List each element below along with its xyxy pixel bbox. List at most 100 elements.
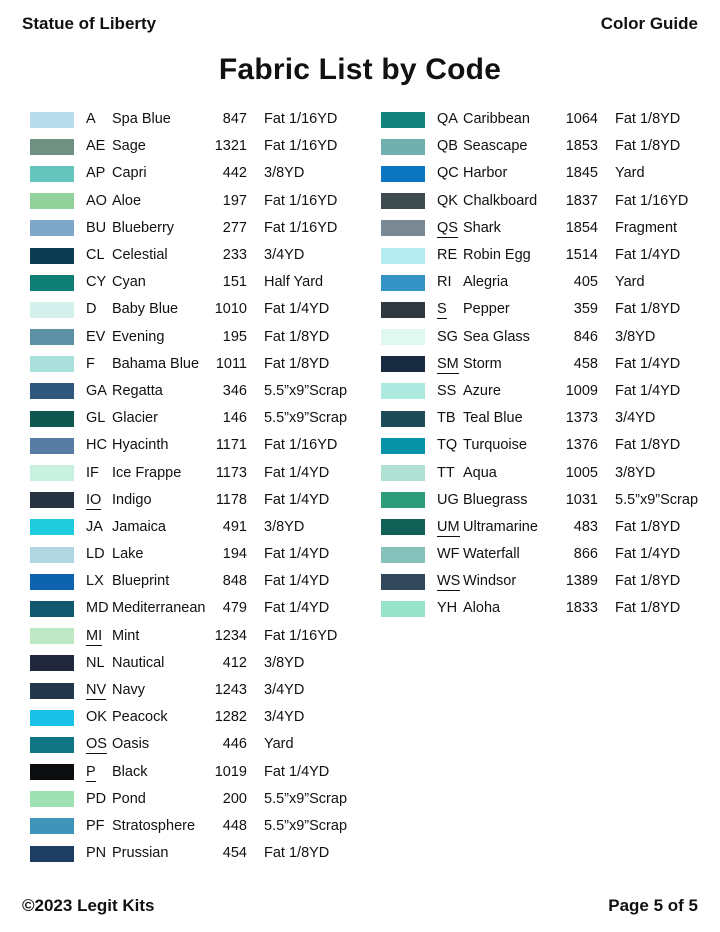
fabric-row: S Pepper 359 Fat 1/8YD [381,296,711,323]
fabric-row: SG Sea Glass 846 3/8YD [381,324,711,351]
color-swatch [30,247,74,264]
fabric-code: HC [86,437,107,454]
color-swatch [30,519,74,536]
fabric-quantity: 3/8YD [615,464,656,481]
fabric-code: WS [437,573,461,592]
fabric-row: LD Lake 194 Fat 1/4YD [30,541,360,568]
fabric-code: P [86,763,96,782]
fabric-code: AO [86,192,107,209]
fabric-row: YH Aloha 1833 Fat 1/8YD [381,595,711,622]
fabric-quantity: Fat 1/8YD [615,573,681,590]
fabric-number: 1845 [565,165,598,182]
fabric-quantity: 3/8YD [615,328,656,345]
fabric-name: Caribbean [463,111,530,128]
fabric-name: Harbor [463,165,508,182]
fabric-name: Seascape [463,138,528,155]
fabric-code: PN [86,845,107,862]
color-swatch [30,437,74,454]
fabric-name: Ultramarine [463,518,538,535]
fabric-quantity: 3/8YD [264,654,305,671]
fabric-quantity: Fat 1/8YD [615,600,681,617]
color-swatch [30,818,74,835]
color-swatch [30,138,74,155]
fabric-row: SS Azure 1009 Fat 1/4YD [381,378,711,405]
color-swatch [30,492,74,509]
fabric-name: Turquoise [463,437,527,454]
fabric-quantity: Fat 1/4YD [264,600,330,617]
fabric-row: OK Peacock 1282 3/4YD [30,704,360,731]
fabric-column-right: QA Caribbean 1064 Fat 1/8YD QB Seascape … [381,106,711,623]
fabric-code: LD [86,546,105,563]
fabric-quantity: Fat 1/4YD [615,247,681,264]
fabric-code: EV [86,328,106,345]
color-swatch [30,220,74,237]
fabric-number: 1031 [565,491,598,508]
fabric-quantity: 5.5”x9”Scrap [264,410,348,427]
fabric-row: A Spa Blue 847 Fat 1/16YD [30,106,360,133]
color-swatch [30,764,74,781]
fabric-number: 479 [222,600,247,617]
fabric-code: S [437,301,447,320]
fabric-number: 359 [573,301,598,318]
fabric-number: 197 [222,192,247,209]
color-swatch [30,628,74,645]
color-swatch [30,736,74,753]
color-swatch [381,356,425,373]
color-swatch [30,546,74,563]
fabric-row: LX Blueprint 848 Fat 1/4YD [30,568,360,595]
fabric-code: GA [86,382,107,399]
fabric-row: PN Prussian 454 Fat 1/8YD [30,840,360,867]
fabric-name: Capri [112,165,147,182]
fabric-quantity: 5.5”x9”Scrap [264,382,348,399]
fabric-row: RI Alegria 405 Yard [381,269,711,296]
fabric-name: Windsor [463,573,517,590]
fabric-number: 277 [222,219,247,236]
fabric-name: Blueprint [112,573,170,590]
fabric-name: Waterfall [463,546,520,563]
fabric-row: QA Caribbean 1064 Fat 1/8YD [381,106,711,133]
fabric-code: NV [86,682,107,701]
fabric-row: SM Storm 458 Fat 1/4YD [381,351,711,378]
fabric-name: Nautical [112,654,165,671]
fabric-quantity: Fat 1/4YD [264,464,330,481]
fabric-row: GL Glacier 146 5.5”x9”Scrap [30,405,360,432]
fabric-row: WS Windsor 1389 Fat 1/8YD [381,568,711,595]
fabric-code: WF [437,546,460,563]
fabric-row: WF Waterfall 866 Fat 1/4YD [381,541,711,568]
fabric-code: YH [437,600,458,617]
fabric-quantity: 5.5”x9”Scrap [615,491,699,508]
fabric-name: Aloha [463,600,501,617]
fabric-quantity: Fat 1/16YD [264,437,338,454]
fabric-code: CL [86,247,105,264]
fabric-name: Glacier [112,410,158,427]
fabric-row: CL Celestial 233 3/4YD [30,242,360,269]
fabric-quantity: Fat 1/16YD [615,192,689,209]
fabric-quantity: Yard [615,165,645,182]
fabric-code: OS [86,736,107,755]
fabric-quantity: Fat 1/8YD [615,301,681,318]
fabric-code: TQ [437,437,458,454]
fabric-name: Spa Blue [112,111,171,128]
color-swatch [30,356,74,373]
fabric-name: Mint [112,627,140,644]
fabric-row: HC Hyacinth 1171 Fat 1/16YD [30,432,360,459]
color-swatch [381,546,425,563]
color-swatch [381,193,425,210]
fabric-number: 1833 [565,600,598,617]
fabric-number: 1514 [565,247,598,264]
fabric-name: Sea Glass [463,328,530,345]
fabric-code: QS [437,219,458,238]
fabric-row: QC Harbor 1845 Yard [381,160,711,187]
fabric-quantity: Fat 1/4YD [615,382,681,399]
fabric-row: TQ Turquoise 1376 Fat 1/8YD [381,432,711,459]
fabric-code: D [86,301,97,318]
fabric-quantity: 3/4YD [615,410,656,427]
fabric-number: 848 [222,573,247,590]
fabric-row: CY Cyan 151 Half Yard [30,269,360,296]
fabric-code: IO [86,491,102,510]
fabric-number: 866 [573,546,598,563]
fabric-number: 1837 [565,192,598,209]
fabric-number: 1178 [215,491,247,508]
fabric-number: 458 [573,355,598,372]
